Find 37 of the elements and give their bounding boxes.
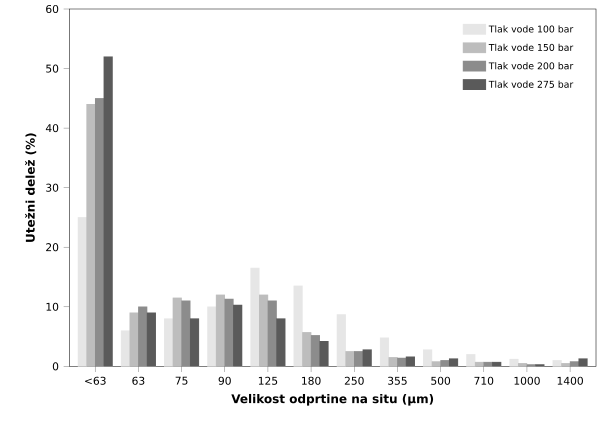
- bar: [509, 358, 519, 366]
- bar: [294, 286, 303, 366]
- bar: [336, 314, 346, 366]
- y-tick-label: 20: [46, 243, 58, 252]
- y-tick-label: 10: [46, 302, 58, 311]
- bar: [250, 268, 260, 366]
- x-tick-label: 1400: [558, 376, 583, 385]
- y-tick-label: 0: [52, 362, 58, 370]
- legend-label: Tlak vode 275 bar: [488, 80, 574, 88]
- x-tick-label: 710: [474, 376, 494, 385]
- x-tick-label: 75: [176, 376, 188, 385]
- legend-label: Tlak vode 200 bar: [488, 62, 574, 70]
- x-tick-label: <63: [85, 376, 106, 385]
- bar: [207, 306, 216, 366]
- x-tick-label: 125: [258, 376, 278, 385]
- x-tick-label: 500: [431, 376, 450, 385]
- x-axis-title: Velikost odprtine na situ (µm): [231, 394, 434, 406]
- bar: [380, 337, 390, 366]
- bar: [78, 217, 87, 366]
- y-tick-label: 40: [46, 124, 58, 132]
- y-tick-label: 60: [46, 4, 58, 14]
- bar: [552, 360, 562, 366]
- x-tick-label: 355: [388, 376, 407, 385]
- x-tick-label: 250: [344, 376, 364, 385]
- legend-label: Tlak vode 100 bar: [488, 25, 574, 33]
- y-tick-label: 50: [46, 64, 58, 73]
- bar: [164, 318, 174, 366]
- x-tick-label: 1000: [514, 376, 540, 385]
- x-tick-label: 180: [302, 376, 321, 385]
- bar: [423, 349, 432, 366]
- bar: [466, 354, 476, 366]
- bar: [120, 330, 130, 366]
- x-tick-label: 90: [218, 376, 231, 385]
- legend-label: Tlak vode 150 bar: [488, 44, 574, 51]
- y-axis-title: Utežni delež (%): [25, 133, 36, 242]
- y-tick-label: 30: [46, 184, 58, 192]
- x-tick-label: 63: [132, 376, 144, 385]
